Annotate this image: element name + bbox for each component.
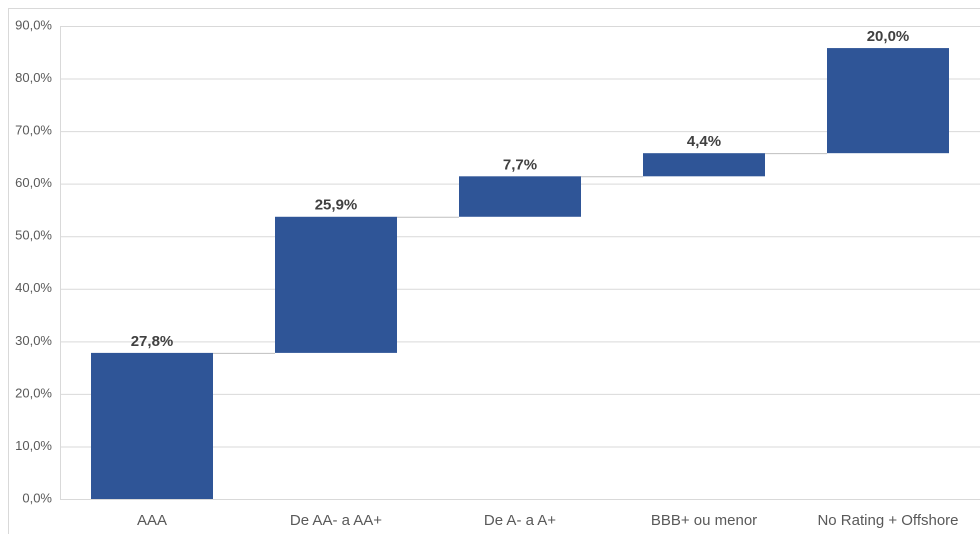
bar xyxy=(827,48,949,154)
x-tick-label: De AA- a AA+ xyxy=(290,512,382,529)
y-tick-label: 20,0% xyxy=(15,385,52,400)
x-tick-label: BBB+ ou menor xyxy=(651,512,757,529)
y-tick-label: 60,0% xyxy=(15,175,52,190)
y-tick-label: 90,0% xyxy=(15,17,52,32)
value-label: 25,9% xyxy=(315,197,358,214)
y-tick-label: 70,0% xyxy=(15,123,52,138)
bar xyxy=(459,176,581,217)
value-label: 4,4% xyxy=(687,133,721,150)
y-tick-label: 0,0% xyxy=(22,490,52,505)
bar xyxy=(275,216,397,353)
bar xyxy=(643,153,765,177)
x-tick-label: No Rating + Offshore xyxy=(817,512,958,529)
y-tick-label: 30,0% xyxy=(15,333,52,348)
value-label: 20,0% xyxy=(867,28,910,45)
value-label: 27,8% xyxy=(131,333,174,350)
chart-frame xyxy=(8,8,980,534)
bar xyxy=(91,352,213,499)
x-tick-label: De A- a A+ xyxy=(484,512,556,529)
y-tick-label: 50,0% xyxy=(15,228,52,243)
value-label: 7,7% xyxy=(503,156,537,173)
y-tick-label: 40,0% xyxy=(15,280,52,295)
y-tick-label: 10,0% xyxy=(15,438,52,453)
y-tick-label: 80,0% xyxy=(15,70,52,85)
x-tick-label: AAA xyxy=(137,512,167,529)
